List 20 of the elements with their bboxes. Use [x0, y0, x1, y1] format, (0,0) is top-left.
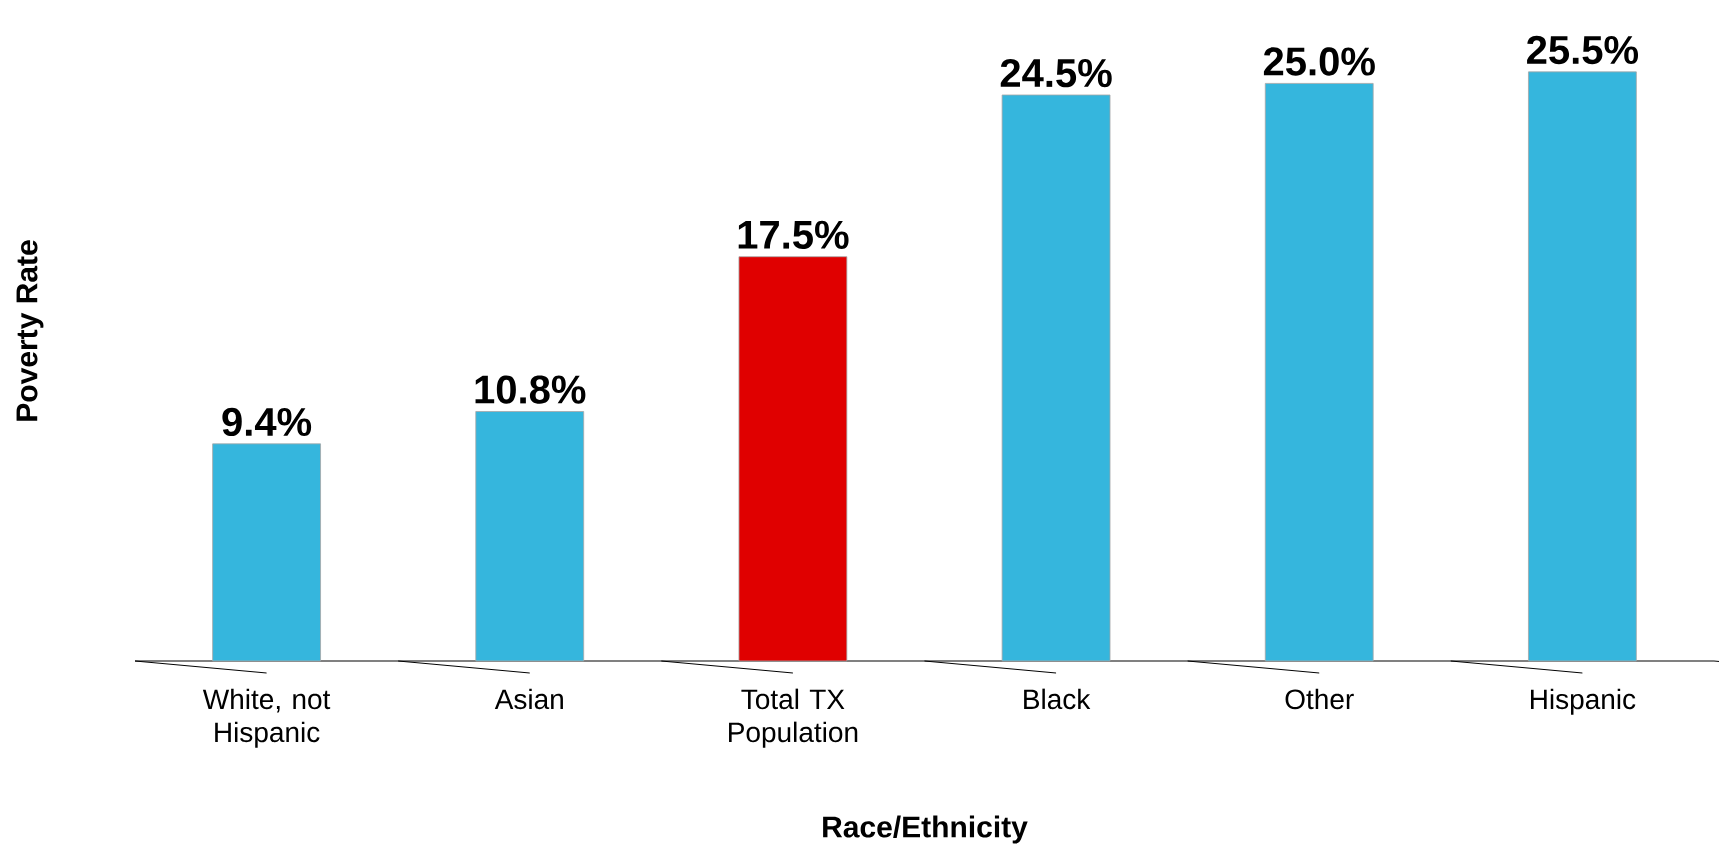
x-tick-label: Asian — [494, 688, 563, 710]
bar — [1264, 83, 1374, 662]
data-label: 10.8% — [475, 375, 586, 404]
x-tick-label: Total TX Population — [729, 688, 858, 748]
bar — [738, 256, 848, 662]
data-label: 25.0% — [1263, 47, 1375, 76]
data-label: 25.5% — [1527, 35, 1639, 65]
x-tick-label: White, not Hispanic — [202, 688, 331, 748]
bar — [475, 411, 585, 662]
data-label: 17.5% — [738, 220, 849, 249]
bar — [212, 443, 321, 662]
x-tick-label: Other — [1285, 688, 1354, 710]
x-tick-label: Hispanic — [1531, 688, 1636, 715]
data-label: 24.5% — [1000, 58, 1112, 88]
bar — [1528, 71, 1637, 662]
x-axis-title: Race/Ethnicity — [823, 815, 1028, 844]
data-label: 9.4% — [222, 407, 312, 437]
x-tick-label: Black — [1024, 688, 1091, 710]
y-axis-title: Poverty Rate — [16, 240, 44, 421]
bar — [1001, 94, 1111, 662]
